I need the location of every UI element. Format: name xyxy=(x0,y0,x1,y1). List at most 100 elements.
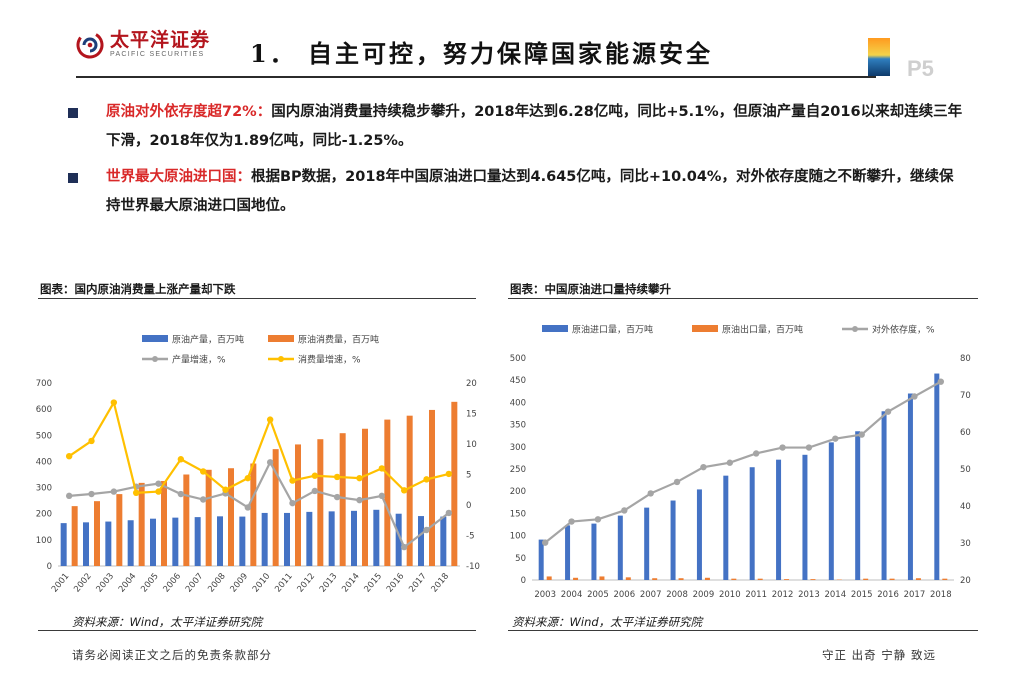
y-tick-label: 50 xyxy=(515,554,526,564)
y-tick-label: 500 xyxy=(510,354,526,364)
bar-mark xyxy=(591,523,597,580)
y2-tick-label: 60 xyxy=(960,428,971,438)
header-divider xyxy=(76,76,876,78)
line-point xyxy=(88,437,95,445)
y-tick-label: 0 xyxy=(47,562,52,572)
bar-mark xyxy=(60,523,67,566)
bar-mark xyxy=(934,373,940,580)
line-point xyxy=(155,480,162,487)
bullet-item: 世界最大原油进口国：根据BP数据，2018年中国原油进口量达到4.645亿吨，同… xyxy=(66,163,966,221)
legend-swatch xyxy=(152,356,158,362)
logo-name-cn: 太平洋证券 xyxy=(110,29,211,51)
line-point xyxy=(858,431,865,438)
line-point xyxy=(289,477,296,484)
right-figure-source: 资料来源：Wind，太平洋证券研究院 xyxy=(512,615,703,629)
cover-thumbnail-icon xyxy=(868,38,890,76)
x-tick-label: 2018 xyxy=(430,572,452,595)
legend-swatch xyxy=(692,325,718,332)
line-point xyxy=(779,444,786,451)
bar-mark xyxy=(440,516,447,566)
bar-mark xyxy=(749,467,755,580)
bar-mark xyxy=(105,521,112,566)
y2-tick-label: 20 xyxy=(466,379,477,389)
y2-tick-label: -5 xyxy=(466,532,474,542)
y-tick-label: 200 xyxy=(36,510,52,520)
x-tick-label: 2006 xyxy=(613,590,635,600)
x-tick-label: 2006 xyxy=(162,572,184,595)
y-tick-label: 300 xyxy=(36,484,52,494)
legend-swatch xyxy=(542,325,568,332)
bar-mark xyxy=(429,409,435,566)
bullet-item: 原油对外依存度超72%：国内原油消费量持续稳步攀升，2018年达到6.28亿吨，… xyxy=(66,98,966,156)
bar-mark xyxy=(776,459,782,580)
bar-mark xyxy=(723,475,729,580)
line-point xyxy=(65,492,73,500)
y-tick-label: 400 xyxy=(510,398,526,408)
legend-label: 原油消费量，百万吨 xyxy=(298,334,379,346)
bar-mark xyxy=(317,439,324,566)
bar-mark xyxy=(863,578,869,580)
right-figure-title: 图表：中国原油进口量持续攀升 xyxy=(510,282,671,296)
line-point xyxy=(647,490,654,497)
bar-mark xyxy=(295,444,301,566)
bar-mark xyxy=(889,578,895,580)
bar-mark xyxy=(855,431,861,580)
x-tick-label: 2011 xyxy=(273,572,295,595)
page-title: 1． 自主可控，努力保障国家能源安全 xyxy=(250,39,714,68)
line-point xyxy=(356,496,363,504)
bar-mark xyxy=(731,578,737,580)
bullet-square-icon xyxy=(68,108,78,118)
x-tick-label: 2013 xyxy=(318,572,340,595)
bar-mark xyxy=(138,482,145,566)
x-tick-label: 2010 xyxy=(251,572,273,595)
footer-disclaimer: 请务必阅读正文之后的免责条款部分 xyxy=(72,648,272,662)
line-point xyxy=(65,453,73,460)
y2-tick-label: 40 xyxy=(960,502,971,512)
line-point xyxy=(445,470,453,478)
x-tick-label: 2003 xyxy=(95,572,117,595)
bar-mark xyxy=(565,525,571,580)
bar-mark xyxy=(802,454,808,580)
bar-mark xyxy=(384,419,391,566)
line-point xyxy=(541,539,549,546)
line-point xyxy=(199,468,207,475)
legend-label: 对外依存度，% xyxy=(872,324,935,336)
right-source-rule xyxy=(508,630,978,631)
x-tick-label: 2004 xyxy=(561,590,583,600)
footer-motto: 守正 出奇 宁静 致远 xyxy=(822,648,936,662)
y-tick-label: 400 xyxy=(36,457,52,467)
bar-mark xyxy=(261,512,268,566)
y-tick-label: 200 xyxy=(510,487,526,497)
series-line xyxy=(68,399,450,494)
bar-mark xyxy=(696,489,702,580)
bullet-text: 根据BP数据，2018年中国原油进口量达到4.645亿吨，同比+10.04%，对… xyxy=(106,169,954,214)
bar-mark xyxy=(617,515,623,580)
page-number: P5 xyxy=(907,56,934,81)
bar-mark xyxy=(362,428,368,566)
bar-mark xyxy=(373,509,380,566)
legend-label: 消费量增速，% xyxy=(298,354,361,366)
y-tick-label: 450 xyxy=(510,376,526,386)
x-tick-label: 2013 xyxy=(798,590,820,600)
legend-label: 原油进口量，百万吨 xyxy=(572,324,653,336)
bar-mark xyxy=(172,517,179,566)
bullet-list: 原油对外依存度超72%：国内原油消费量持续稳步攀升，2018年达到6.28亿吨，… xyxy=(66,98,966,228)
bullet-square-icon xyxy=(68,173,78,183)
bar-mark xyxy=(306,511,313,566)
line-point xyxy=(378,492,386,500)
legend-swatch xyxy=(852,326,858,332)
bar-mark xyxy=(652,578,658,580)
x-tick-label: 2009 xyxy=(693,590,715,600)
line-point xyxy=(266,416,274,423)
line-point xyxy=(726,459,734,466)
line-point xyxy=(110,399,118,406)
bar-mark xyxy=(810,579,816,580)
logo-icon xyxy=(76,31,104,59)
line-point xyxy=(132,489,140,496)
bar-mark xyxy=(670,500,676,580)
left-figure-rule xyxy=(38,298,476,299)
bar-mark xyxy=(194,517,201,566)
x-tick-label: 2014 xyxy=(340,572,362,595)
x-tick-label: 2017 xyxy=(407,572,429,595)
x-tick-label: 2016 xyxy=(385,572,407,595)
